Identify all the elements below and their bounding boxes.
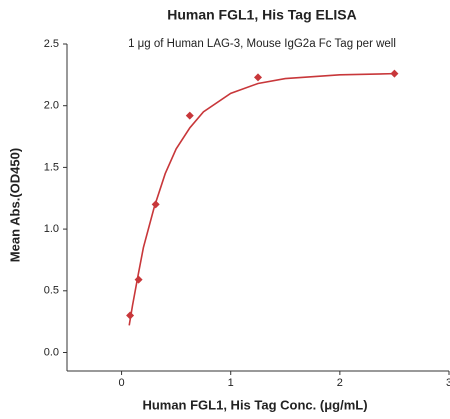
y-tick-label: 2.0 [44,100,59,112]
x-tick-label: 2 [337,377,343,389]
chart-title: Human FGL1, His Tag ELISA [167,7,357,23]
y-axis-label: Mean Abs.(OD450) [7,148,22,262]
y-tick-label: 0.5 [44,285,59,297]
x-tick-label: 1 [228,377,234,389]
x-tick-label: 0 [119,377,125,389]
data-point [254,73,262,82]
data-point [134,275,143,284]
y-tick-label: 0.0 [44,346,59,358]
x-tick-label: 3 [446,377,450,389]
data-point [126,311,135,320]
x-axis-label: Human FGL1, His Tag Conc. (μg/mL) [142,397,367,412]
y-tick-label: 1.0 [44,223,59,235]
fit-curve [128,72,395,326]
data-point [151,200,160,209]
chart-subtitle: 1 μg of Human LAG-3, Mouse IgG2a Fc Tag … [128,38,396,50]
y-tick-label: 1.5 [44,161,59,173]
data-point [185,111,194,120]
data-point [390,69,399,78]
y-tick-label: 2.5 [44,38,59,50]
